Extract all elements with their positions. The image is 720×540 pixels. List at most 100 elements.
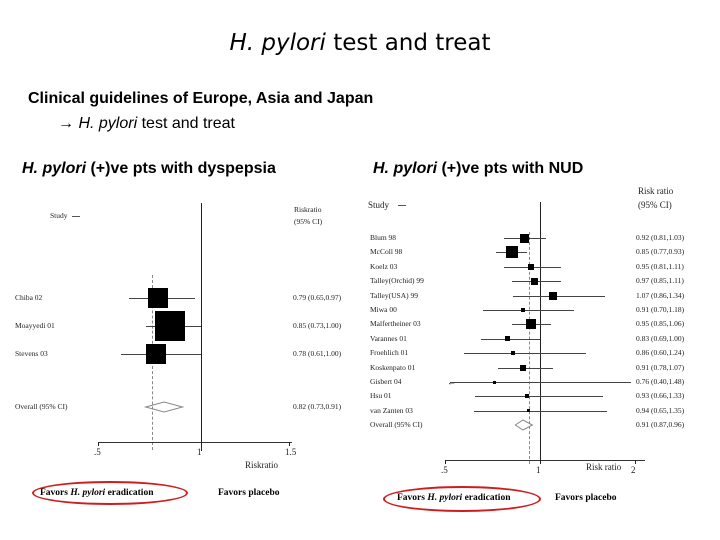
left-overall-diamond <box>143 401 185 413</box>
study-label: Chiba 02 <box>15 293 43 302</box>
ci-line <box>513 295 605 297</box>
ci-line <box>475 396 603 398</box>
left-panel-label: H. pylori (+)ve pts with dyspepsia <box>22 160 276 177</box>
right-no-effect-line <box>540 202 541 464</box>
x-tick <box>201 442 202 446</box>
ci-label: 0.95 (0.81,1.11) <box>636 261 684 271</box>
effect-marker <box>155 311 186 341</box>
left-header-dash <box>72 216 80 217</box>
left-overall-label: Overall (95% CI) <box>15 402 68 411</box>
study-label: Koskenpato 01 <box>370 362 416 372</box>
effect-marker <box>549 291 558 300</box>
arrow-right-icon: → <box>58 115 74 132</box>
ci-line <box>481 338 540 340</box>
ci-label: 0.86 (0.60,1.24) <box>636 348 685 358</box>
x-tick-label: .5 <box>94 447 101 457</box>
study-label: Talley(Orchid) 99 <box>370 276 424 286</box>
right-x-axis <box>445 460 645 461</box>
left-favors-placebo: Favors placebo <box>218 488 280 498</box>
ci-label: 0.85 (0.73,1.00) <box>293 321 342 330</box>
ci-label: 0.91 (0.70,1.18) <box>636 305 685 314</box>
effect-marker <box>520 308 525 312</box>
ci-label: 0.93 (0.66,1.33) <box>636 391 685 401</box>
right-overall-diamond <box>514 419 534 431</box>
right-x-axis-label: Risk ratio <box>586 462 622 472</box>
ci-line <box>464 353 586 355</box>
right-favors-highlight <box>383 486 541 512</box>
left-x-axis-label: Riskratio <box>245 460 278 470</box>
ci-label: 0.78 (0.61,1.00) <box>293 349 342 358</box>
guidelines-subtitle: Clinical guidelines of Europe, Asia and … <box>28 90 374 107</box>
study-label: Stevens 03 <box>15 349 48 358</box>
left-study-header: Study <box>50 211 68 220</box>
left-ci-header: (95% CI) <box>294 217 323 226</box>
ci-arrow: ← <box>447 377 456 387</box>
ci-label: 0.79 (0.65,0.97) <box>293 293 342 302</box>
right-rr-header: Risk ratio <box>638 186 674 196</box>
effect-marker <box>524 394 529 399</box>
x-tick-label: 1 <box>536 465 541 475</box>
ci-line <box>450 382 632 383</box>
effect-marker <box>492 380 496 384</box>
right-overall-label: Overall (95% CI) <box>370 420 423 429</box>
effect-marker <box>527 409 531 413</box>
slide-title: H. pylori test and treat <box>229 30 491 56</box>
ci-line <box>473 410 607 412</box>
left-favors-highlight <box>32 481 188 505</box>
right-forest-plot: Study Risk ratio (95% CI) Blum 98 0.92 (0… <box>360 180 720 520</box>
x-tick <box>98 442 99 446</box>
right-overall-ci: 0.91 (0.87,0.96) <box>636 420 685 429</box>
study-label: Blum 98 <box>370 233 397 242</box>
effect-marker <box>520 233 530 243</box>
effect-marker <box>505 246 518 259</box>
right-study-header: Study <box>368 200 390 210</box>
right-favors-placebo: Favors placebo <box>555 493 617 503</box>
ci-label: 0.92 (0.81,1.03) <box>636 233 685 242</box>
left-forest-plot: Study Riskratio (95% CI) Chiba 02 0.79 (0… <box>0 195 360 505</box>
effect-marker <box>145 344 166 364</box>
study-label: Miwa 00 <box>370 305 397 314</box>
study-label: Hsu 01 <box>370 391 392 401</box>
ci-label: 0.95 (0.85,1.06) <box>636 319 685 329</box>
study-label: van Zanten 03 <box>370 405 413 415</box>
ci-label: 0.85 (0.77,0.93) <box>636 247 685 257</box>
ci-line <box>483 310 575 311</box>
right-ci-header: (95% CI) <box>638 200 672 210</box>
effect-marker <box>505 336 511 342</box>
left-x-axis <box>98 442 292 443</box>
study-label: Moayyedi 01 <box>15 321 55 330</box>
ci-label: 0.97 (0.85,1.11) <box>636 276 684 286</box>
effect-marker <box>525 319 536 330</box>
x-tick-label: 1 <box>197 447 202 457</box>
right-panel-label: H. pylori (+)ve pts with NUD <box>373 160 584 177</box>
x-tick <box>540 460 541 464</box>
x-tick-label: 1.5 <box>285 447 297 457</box>
x-tick-label: 2 <box>631 465 636 475</box>
study-label: Gisbert 04 <box>370 377 402 386</box>
study-label: Malfertheiner 03 <box>370 319 421 329</box>
effect-marker <box>147 288 168 308</box>
study-label: McColl 98 <box>370 247 403 257</box>
study-label: Froehlich 01 <box>370 348 409 358</box>
effect-marker <box>527 263 534 270</box>
effect-marker <box>519 364 526 371</box>
study-label: Koelz 03 <box>370 261 398 271</box>
effect-marker <box>530 277 538 285</box>
ci-label: 1.07 (0.86,1.34) <box>636 290 685 300</box>
left-rr-header: Riskratio <box>294 205 322 214</box>
left-overall-ci: 0.82 (0.73,0.91) <box>293 402 342 411</box>
x-tick <box>289 442 290 446</box>
ci-label: 0.91 (0.78,1.07) <box>636 362 685 372</box>
left-no-effect-line <box>201 203 202 451</box>
guidelines-conclusion: → H. pylori test and treat <box>58 115 235 132</box>
x-tick <box>635 460 636 464</box>
ci-label: 0.83 (0.69,1.00) <box>636 333 685 343</box>
ci-label: 0.76 (0.40,1.48) <box>636 377 685 386</box>
study-label: Talley(USA) 99 <box>370 290 419 300</box>
right-overall-dashed-line <box>529 232 530 464</box>
ci-label: 0.94 (0.65,1.35) <box>636 405 685 415</box>
effect-marker <box>511 351 516 356</box>
x-tick <box>445 460 446 464</box>
study-label: Varannes 01 <box>370 333 407 343</box>
right-header-dash <box>398 205 406 206</box>
